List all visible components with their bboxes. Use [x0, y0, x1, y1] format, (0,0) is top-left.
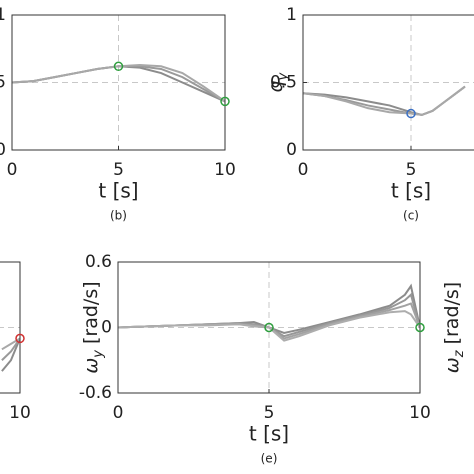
panel: 0 5 10 0 0.5 1 t [s] (b)	[0, 5, 236, 223]
caption: (b)	[110, 209, 127, 223]
x-tick-label: 0	[298, 160, 309, 180]
y-tick-label: 0	[101, 318, 112, 338]
y-axis-label-part: [rad/s]	[80, 281, 102, 350]
lines	[118, 283, 420, 342]
y-axis-label-part: z	[452, 349, 467, 358]
series-line	[12, 63, 225, 103]
x-tick-label: 10	[214, 160, 236, 180]
y-tick-label: 0.5	[270, 73, 297, 93]
x-tick-label: 0	[113, 403, 124, 423]
marker	[113, 61, 124, 72]
y-tick-label: 0.5	[0, 73, 6, 93]
series-line	[118, 310, 420, 342]
x-tick-label: 0	[7, 160, 18, 180]
y-tick-label: 0	[286, 140, 297, 160]
plot-frame	[0, 261, 21, 394]
caption: (c)	[403, 209, 419, 223]
y-tick-label: 0	[0, 140, 6, 160]
x-tick-label: 5	[264, 403, 275, 423]
lines	[12, 63, 225, 103]
plot-frame	[302, 14, 474, 151]
x-axis-label: t [s]	[249, 422, 289, 446]
panel: 051000.51t [s](c)qy	[265, 5, 474, 223]
y-axis-label: ωy [rad/s]	[80, 281, 107, 373]
panel: ωz [rad/s]	[441, 282, 468, 373]
y-tick-label: 1	[286, 5, 297, 25]
caption: (e)	[261, 452, 278, 466]
marker	[220, 96, 230, 107]
x-tick-label: 5	[406, 160, 417, 180]
y-axis-label-part: y	[91, 350, 106, 359]
series-line	[1, 338, 20, 372]
panel: 0 5 10-0.600.6t [s](e)ωy [rad/s]	[79, 252, 431, 466]
series-line	[303, 85, 466, 116]
marker	[15, 333, 25, 344]
y-tick-label: 0.6	[85, 252, 112, 272]
y-axis-label-part: [rad/s]	[441, 282, 463, 351]
marker	[264, 322, 274, 333]
x-axis-label: t [s]	[98, 179, 138, 203]
x-tick-label: 10	[409, 403, 431, 423]
marker	[406, 108, 416, 119]
y-axis-label-part: q	[265, 80, 287, 92]
y-axis-label: qy	[265, 72, 292, 92]
x-axis-label: t [s]	[391, 179, 431, 203]
lines	[303, 85, 466, 116]
panel: 10-0.600.6	[0, 261, 31, 423]
marker	[415, 322, 425, 333]
y-axis-label-part: y	[276, 72, 291, 81]
plot-frame	[11, 14, 226, 151]
y-axis-label: ωz [rad/s]	[441, 282, 468, 373]
y-axis-label-part: ω	[80, 358, 102, 374]
y-tick-label: -0.6	[79, 383, 112, 403]
y-axis-label-part: ω	[441, 357, 463, 373]
x-tick-label: 5	[113, 160, 124, 180]
y-tick-label: 1	[0, 5, 6, 25]
series-line	[1, 337, 20, 361]
plot-frame	[117, 261, 421, 394]
x-tick-label: 10	[9, 403, 31, 423]
